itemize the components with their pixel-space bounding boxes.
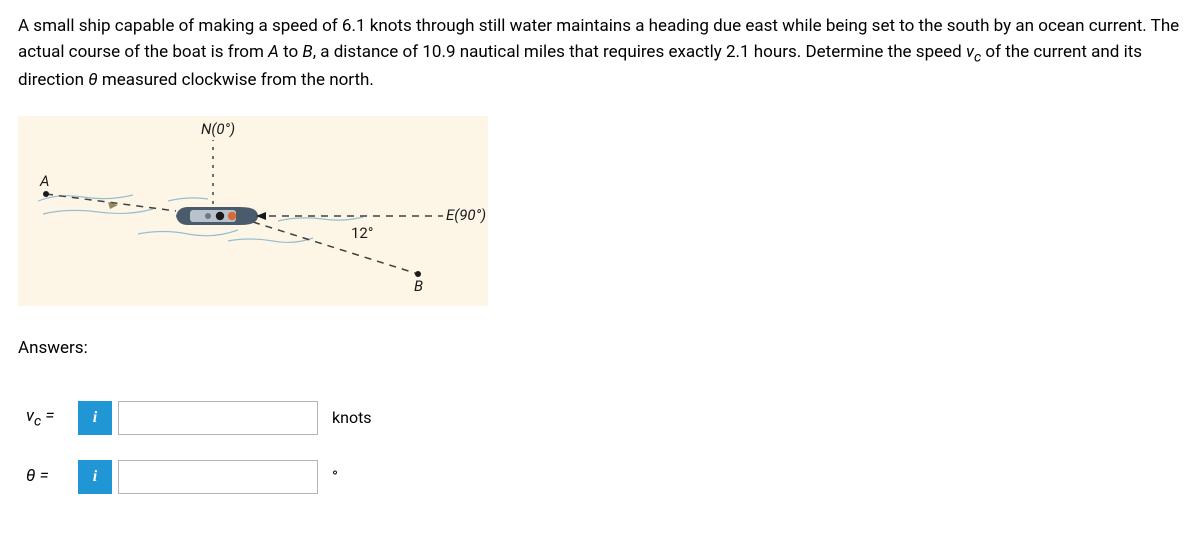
point-a-label: A xyxy=(39,172,50,190)
problem-diagram: N(0°) E(90°) A B 12° xyxy=(18,116,488,306)
answer-row-theta: θ = i ° xyxy=(18,460,1182,494)
theta-label: θ = xyxy=(18,464,78,490)
answer-row-vc: vc = i knots xyxy=(18,401,1182,435)
diagram-svg: N(0°) E(90°) A B 12° xyxy=(18,116,488,306)
angle-label: 12° xyxy=(351,224,373,242)
vc-input[interactable] xyxy=(118,401,318,435)
vc-unit: knots xyxy=(332,406,372,430)
theta-unit: ° xyxy=(332,465,338,489)
answers-heading: Answers: xyxy=(18,336,1182,362)
north-label: N(0°) xyxy=(201,120,235,138)
info-button-vc[interactable]: i xyxy=(78,401,112,435)
point-b-label: B xyxy=(414,277,423,295)
point-a-dot xyxy=(43,191,49,197)
east-label: E(90°) xyxy=(446,206,486,224)
course-line-right xyxy=(253,222,418,274)
info-button-theta[interactable]: i xyxy=(78,460,112,494)
problem-statement: A small ship capable of making a speed o… xyxy=(18,14,1182,94)
vc-label: vc = xyxy=(18,404,78,433)
theta-input[interactable] xyxy=(118,460,318,494)
ship-icon xyxy=(176,207,266,225)
